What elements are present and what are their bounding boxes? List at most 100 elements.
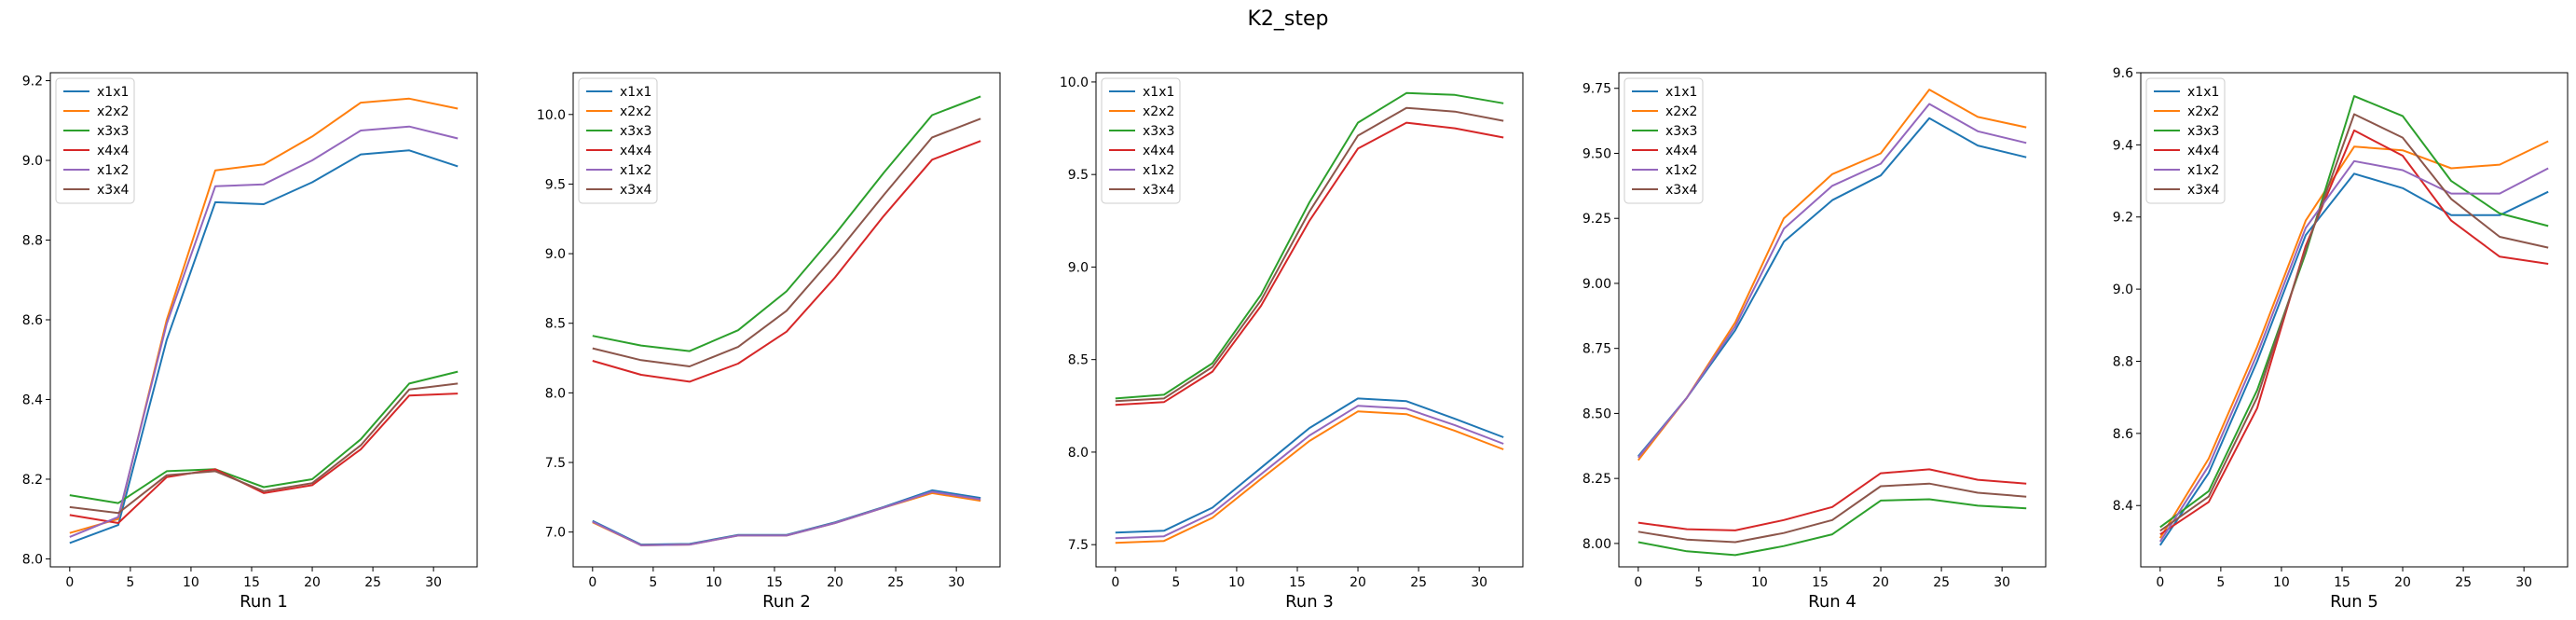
y-tick-label: 8.2 [22,473,43,488]
x-tick-label: 25 [1933,575,1950,590]
y-tick-label: 8.6 [2113,427,2133,442]
y-tick-label: 8.00 [1583,537,1611,552]
legend-entry-x3x4: x3x4 [1665,183,1697,198]
y-tick-label: 9.0 [22,154,43,169]
y-tick-label: 7.5 [545,456,566,471]
chart-panel-1: 0 5 10 15 20 25 30 8.0 8.2 8.4 8.6 8.8 9.0 9.2 Run 1 x1… [22,72,478,612]
y-tick-label: 8.8 [2113,354,2133,369]
legend-entry-x4x4: x4x4 [97,144,129,158]
series-line-x1x1 [69,149,459,544]
y-tick-label: 10.0 [1060,76,1089,90]
y-tick-label: 7.5 [1068,538,1089,553]
series-line-x1x1 [1115,397,1504,534]
x-tick-label: 5 [1694,575,1703,590]
y-tick-label: 9.0 [1068,260,1089,275]
legend-entry-x3x3: x3x3 [1143,124,1174,139]
legend-entry-x3x3: x3x3 [1665,124,1697,139]
chart-panels: 0 5 10 15 20 25 30 8.0 8.2 8.4 8.6 8.8 9.0 9.2 Run 1 x1… [22,66,2569,612]
x-tick-label: 0 [65,575,74,590]
x-tick-label: 30 [2515,575,2532,590]
legend-box [1624,77,1704,204]
axes-frame [572,72,1001,568]
legend-entry-x4x4: x4x4 [2187,144,2219,158]
x-tick-label: 5 [2216,575,2225,590]
y-tick-label: 9.4 [2113,138,2133,153]
series-line-x1x2 [1115,405,1504,540]
legend-entry-x2x2: x2x2 [97,104,129,119]
series-line-x4x4 [592,140,981,383]
x-axis-label: Run 2 [762,592,811,612]
series-line-x3x3 [592,95,981,352]
legend-entry-x1x2: x1x2 [1665,163,1697,178]
x-axis-label: Run 1 [240,592,288,612]
y-tick-label: 9.00 [1583,277,1611,292]
y-tick-label: 9.6 [2113,66,2133,81]
legend-entry-x3x3: x3x3 [620,124,651,139]
legend-entry-x1x1: x1x1 [1665,85,1697,100]
y-tick-label: 8.5 [1068,353,1089,368]
series-line-x2x2 [592,491,981,546]
x-tick-label: 10 [1751,575,1768,590]
x-tick-label: 0 [1634,575,1642,590]
x-tick-label: 10 [706,575,722,590]
chart-panel-5: 0 5 10 15 20 25 30 8.4 8.6 8.8 9.0 9.2 9.4 9.6 Run 5 x1… [2113,66,2569,612]
y-tick-label: 9.2 [2113,211,2133,226]
x-tick-label: 15 [243,575,260,590]
x-tick-label: 30 [948,575,965,590]
y-tick-label: 9.2 [22,75,43,90]
x-tick-label: 15 [2334,575,2350,590]
y-tick-label: 9.0 [545,247,566,262]
x-tick-label: 10 [2273,575,2290,590]
y-tick-label: 8.0 [22,552,43,567]
x-axis-label: Run 5 [2330,592,2378,612]
chart-panel-4: 0 5 10 15 20 25 30 8.00 8.25 8.50 8.75 9.00 9.25 9.50… [1583,72,2047,612]
legend-entry-x3x4: x3x4 [620,183,651,198]
series-line-x3x3 [2159,95,2549,529]
series-line-x3x4 [69,382,459,515]
axes-frame [2140,72,2569,568]
series-line-x4x4 [2159,129,2549,536]
x-tick-label: 20 [1350,575,1366,590]
legend-entry-x2x2: x2x2 [1143,104,1174,119]
x-tick-label: 0 [2156,575,2164,590]
x-tick-label: 5 [126,575,134,590]
series-line-x3x3 [69,370,459,504]
legend-box [1101,77,1181,204]
x-tick-label: 25 [364,575,381,590]
legend-entry-x3x3: x3x3 [2187,124,2219,139]
chart-panel-3: 0 5 10 15 20 25 30 7.5 8.0 8.5 9.0 9.5 10.0 Run 3 x1x1… [1060,72,1524,612]
series-line-x3x4 [1637,482,2027,544]
figure-title: K2_step [1247,7,1328,31]
x-tick-label: 15 [766,575,783,590]
legend-entry-x3x3: x3x3 [97,124,129,139]
y-tick-label: 8.75 [1583,342,1611,357]
legend-entry-x3x4: x3x4 [1143,183,1174,198]
y-tick-label: 9.25 [1583,212,1611,227]
y-tick-label: 8.0 [545,386,566,401]
legend-box [578,77,658,204]
x-axis-label: Run 4 [1808,592,1857,612]
y-tick-label: 8.8 [22,234,43,249]
series-line-x3x4 [2159,113,2549,532]
legend-entry-x1x2: x1x2 [2187,163,2219,178]
axes-frame [1618,72,2047,568]
legend-entry-x2x2: x2x2 [1665,104,1697,119]
series-line-x1x2 [69,125,459,538]
series-line-x3x3 [1637,498,2027,557]
x-tick-label: 20 [304,575,321,590]
y-tick-label: 9.50 [1583,146,1611,161]
legend-entry-x1x2: x1x2 [620,163,651,178]
x-tick-label: 10 [183,575,199,590]
series-line-x4x4 [1115,121,1504,406]
legend-entry-x1x1: x1x1 [1143,85,1174,100]
legend-entry-x1x1: x1x1 [2187,85,2219,100]
x-tick-label: 30 [1994,575,2010,590]
y-tick-label: 9.0 [2113,282,2133,297]
x-tick-label: 10 [1228,575,1245,590]
legend-entry-x4x4: x4x4 [1143,144,1174,158]
x-tick-label: 5 [649,575,657,590]
x-tick-label: 30 [1471,575,1487,590]
series-line-x1x2 [592,490,981,546]
legend-entry-x1x2: x1x2 [1143,163,1174,178]
